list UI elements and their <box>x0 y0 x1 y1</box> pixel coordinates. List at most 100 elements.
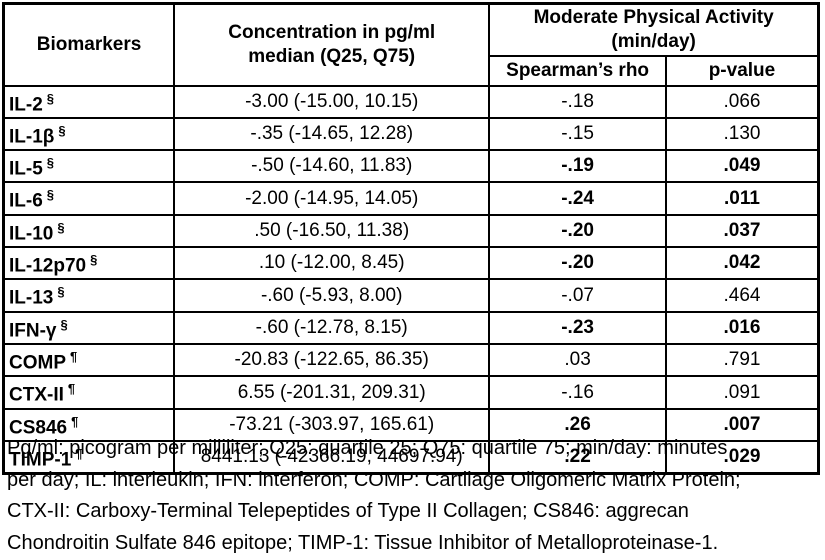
p-value-cell: .029 <box>664 440 820 475</box>
header-activity-group: Moderate Physical Activity (min/day) <box>488 2 820 57</box>
footnote-marker: § <box>58 122 66 138</box>
table-row: CS846 ¶ -73.21 (-303.97, 165.61) .26.007 <box>2 407 820 443</box>
spearman-rho-cell: -.24 <box>488 181 667 216</box>
concentration-cell: 8441.13 (-42366.19, 44697.94) <box>173 440 491 475</box>
biomarker-correlation-table: Biomarkers Concentration in pg/ml median… <box>2 2 820 476</box>
concentration-cell: -73.21 (-303.97, 165.61) <box>173 407 491 443</box>
footnote-line: CTX-II: Carboxy-Terminal Telepeptides of… <box>7 500 689 522</box>
biomarker-name: CS846 <box>9 417 68 439</box>
spearman-rho-cell: -.23 <box>488 310 667 346</box>
header-p-value: p-value <box>664 54 820 87</box>
biomarker-name-cell: COMP ¶ <box>2 343 176 378</box>
p-value-cell: .791 <box>664 343 820 378</box>
spearman-rho-cell: -.07 <box>488 278 667 313</box>
biomarker-name: CTX-II <box>9 384 64 406</box>
p-value-cell: .066 <box>664 84 820 119</box>
biomarker-name: IL-6 <box>9 190 43 212</box>
p-value-cell: .464 <box>664 278 820 313</box>
p-value-cell: .091 <box>664 375 820 410</box>
table-header: Biomarkers Concentration in pg/ml median… <box>2 2 820 87</box>
biomarker-name-cell: IL-2 § <box>2 84 176 119</box>
biomarker-name: COMP <box>9 352 66 374</box>
table-row: IL-6 § -2.00 (-14.95, 14.05) -.24.011 <box>2 181 820 216</box>
concentration-cell: .50 (-16.50, 11.38) <box>173 213 491 249</box>
concentration-cell: .10 (-12.00, 8.45) <box>173 246 491 281</box>
header-spearman-rho: Spearman’s rho <box>488 54 667 87</box>
footnote-line: per day; IL: interleukin; IFN: interfero… <box>7 468 741 491</box>
footnote-marker: § <box>46 90 55 106</box>
biomarker-name: IL-2 <box>9 93 43 115</box>
p-value-cell: .011 <box>664 181 820 216</box>
biomarker-name-cell: IL-13 § <box>2 278 176 313</box>
biomarker-name: IL-13 <box>9 287 54 309</box>
biomarker-name-cell: IL-5 § <box>2 149 176 184</box>
concentration-cell: -.60 (-5.93, 8.00) <box>173 278 491 313</box>
header-biomarkers: Biomarkers <box>2 2 176 87</box>
footnote-marker: ¶ <box>67 381 76 397</box>
footnote-marker: ¶ <box>70 349 78 365</box>
table-row: IL-2 § -3.00 (-15.00, 10.15) -.18.066 <box>2 84 820 119</box>
table-row: IL-13 § -.60 (-5.93, 8.00) -.07.464 <box>2 278 820 313</box>
concentration-cell: 6.55 (-201.31, 209.31) <box>173 375 491 410</box>
table-row: CTX-II ¶ 6.55 (-201.31, 209.31) -.16.091 <box>2 375 820 410</box>
biomarker-name: IL-5 <box>9 158 43 180</box>
footnote-line: Pg/ml: picogram per milliliter; Q25: qua… <box>7 437 728 459</box>
biomarker-name-cell: IL-1β § <box>2 116 176 152</box>
table-row: IL-1β § -.35 (-14.65, 12.28) -.15.130 <box>2 116 820 152</box>
footnote-marker: ¶ <box>75 446 83 462</box>
p-value-cell: .007 <box>664 407 820 443</box>
biomarker-name: IFN-γ <box>9 320 57 342</box>
p-value-cell: .037 <box>664 213 820 249</box>
spearman-rho-cell: -.16 <box>488 375 667 410</box>
table-row: IFN-γ § -.60 (-12.78, 8.15) -.23.016 <box>2 310 820 346</box>
concentration-cell: -.35 (-14.65, 12.28) <box>173 116 491 152</box>
footnote-marker: § <box>46 155 55 171</box>
table-row: TIMP-1 ¶ 8441.13 (-42366.19, 44697.94) .22.… <box>2 440 820 475</box>
concentration-cell: -20.83 (-122.65, 86.35) <box>173 343 491 378</box>
table-row: IL-10 § .50 (-16.50, 11.38) -.20.037 <box>2 213 820 249</box>
biomarker-name-cell: IL-6 § <box>2 181 176 216</box>
concentration-cell: -2.00 (-14.95, 14.05) <box>173 181 491 216</box>
footnote-marker: ¶ <box>71 413 79 429</box>
biomarker-name-cell: TIMP-1 ¶ <box>2 440 176 475</box>
concentration-cell: -3.00 (-15.00, 10.15) <box>173 84 491 119</box>
spearman-rho-cell: -.20 <box>488 213 667 249</box>
footnote-marker: § <box>57 284 65 300</box>
p-value-cell: .049 <box>664 149 820 184</box>
footnote-line: Chondroitin Sulfate 846 epitope; TIMP-1:… <box>7 531 719 554</box>
biomarker-name: IL-1β <box>9 126 55 148</box>
biomarker-name: IL-10 <box>9 223 54 245</box>
spearman-rho-cell: -.18 <box>488 84 667 119</box>
spearman-rho-cell: -.20 <box>488 246 667 281</box>
footnote-marker: § <box>90 252 98 268</box>
table-row: IL-5 § -.50 (-14.60, 11.83) -.19.049 <box>2 149 820 184</box>
header-concentration: Concentration in pg/ml median (Q25, Q75) <box>173 2 491 87</box>
spearman-rho-cell: .22 <box>488 440 667 475</box>
biomarker-name: IL-12p70 <box>9 255 87 277</box>
concentration-cell: -.50 (-14.60, 11.83) <box>173 149 491 184</box>
footnote-marker: § <box>57 219 65 235</box>
p-value-cell: .042 <box>664 246 820 281</box>
biomarker-name-cell: IFN-γ § <box>2 310 176 346</box>
header-group-row: Biomarkers Concentration in pg/ml median… <box>2 2 820 87</box>
spearman-rho-cell: .03 <box>488 343 667 378</box>
spearman-rho-cell: .26 <box>488 407 667 443</box>
biomarker-name: TIMP-1 <box>9 449 72 471</box>
spearman-rho-cell: -.15 <box>488 116 667 152</box>
concentration-cell: -.60 (-12.78, 8.15) <box>173 310 491 346</box>
table-row: IL-12p70 § .10 (-12.00, 8.45) -.20.042 <box>2 246 820 281</box>
footnote-marker: § <box>46 187 55 203</box>
footnote-marker: § <box>60 316 68 332</box>
table-row: COMP ¶ -20.83 (-122.65, 86.35) .03.791 <box>2 343 820 378</box>
table-footnote: Pg/ml: picogram per milliliter; Q25: qua… <box>7 433 819 559</box>
p-value-cell: .016 <box>664 310 820 346</box>
header-sub-row: Spearman’s rho p-value <box>4 54 820 87</box>
p-value-cell: .130 <box>664 116 820 152</box>
biomarker-name-cell: IL-12p70 § <box>2 246 176 281</box>
biomarker-name-cell: CTX-II ¶ <box>2 375 176 410</box>
biomarker-name-cell: IL-10 § <box>2 213 176 249</box>
biomarker-name-cell: CS846 ¶ <box>2 407 176 443</box>
spearman-rho-cell: -.19 <box>488 149 667 184</box>
table-body: IL-2 § -3.00 (-15.00, 10.15) -.18.066 IL-1β §… <box>2 84 820 475</box>
